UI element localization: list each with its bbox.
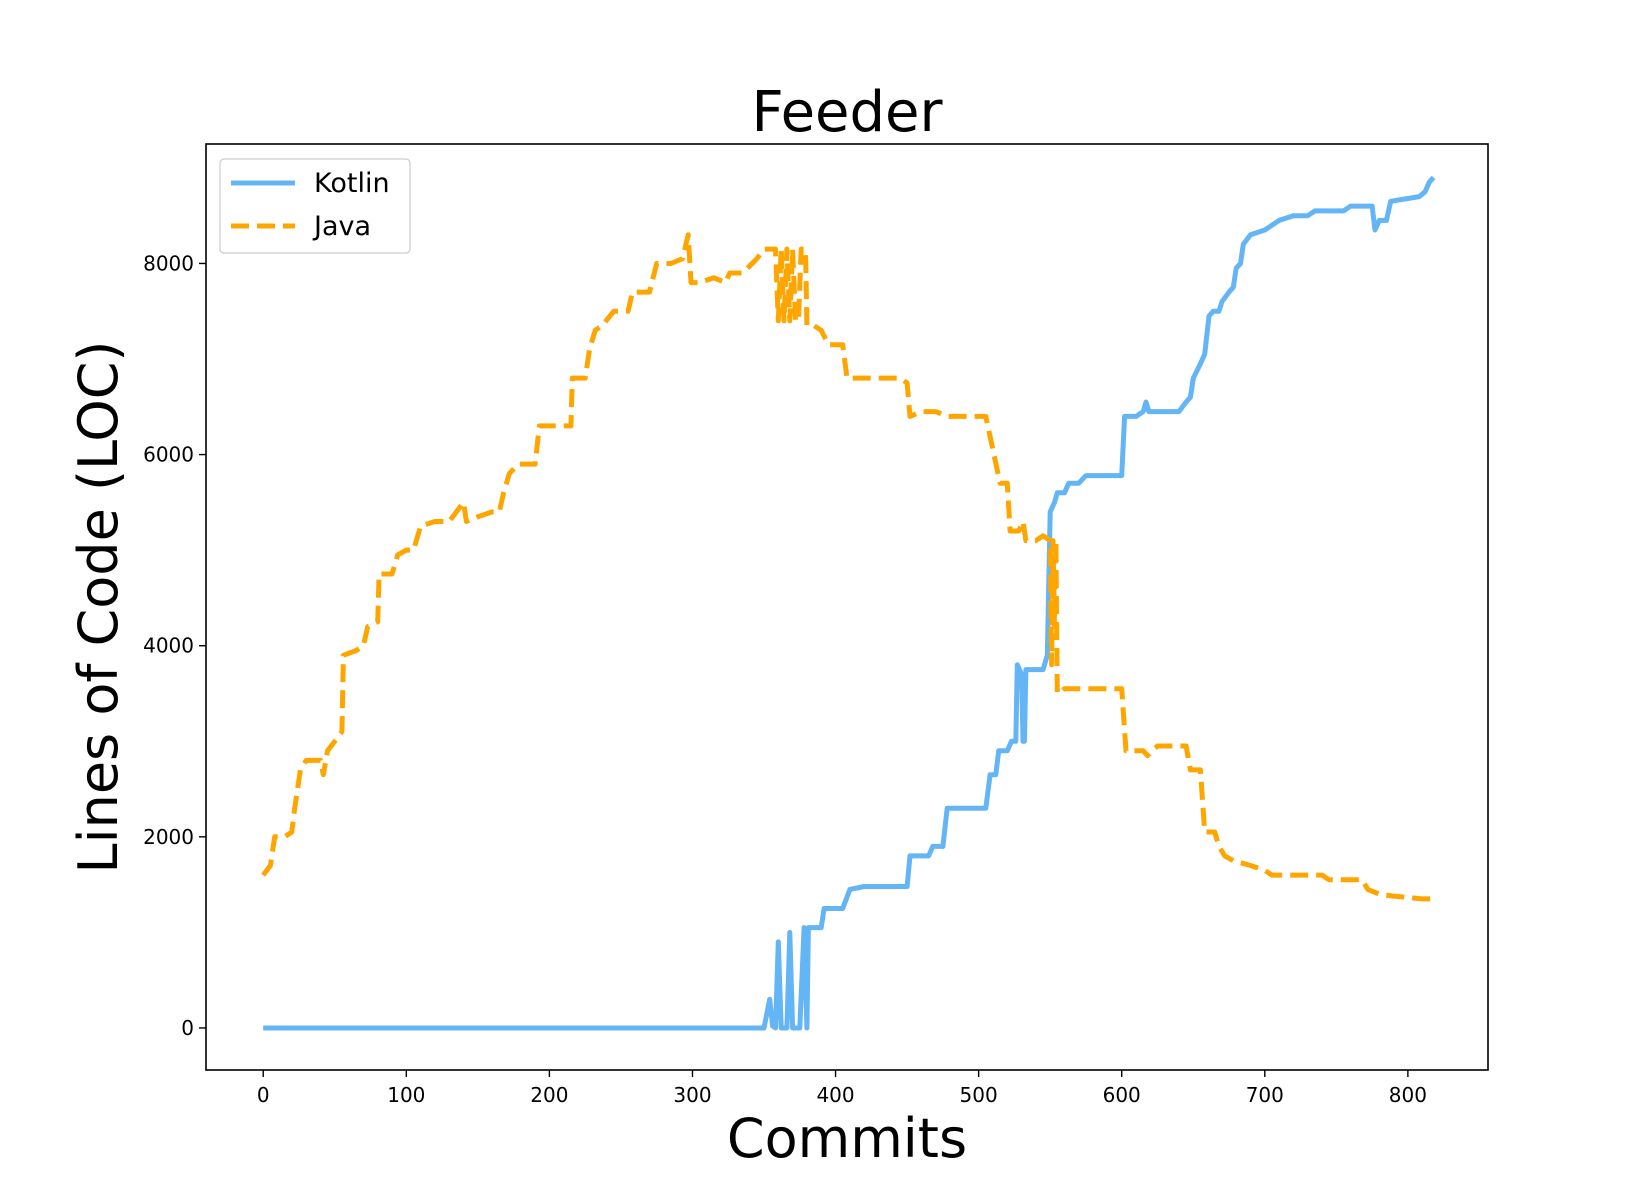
chart-title: Feeder (751, 80, 943, 145)
plot-frame (205, 143, 1489, 1071)
plot-lines (261, 175, 1436, 1031)
series-line-java (261, 232, 1431, 902)
y-axis-ticks: 0 2000 4000 6000 8000 (143, 251, 206, 1040)
x-tick-label: 100 (387, 1083, 425, 1107)
y-tick-label: 6000 (143, 443, 194, 467)
x-axis-ticks: 0 100 200 300 400 500 600 700 800 (257, 1070, 1427, 1107)
legend: Kotlin Java (219, 158, 411, 254)
x-tick-label: 500 (960, 1083, 998, 1107)
y-axis-label: Lines of Code (LOC) (67, 341, 130, 874)
x-tick-label: 0 (257, 1083, 270, 1107)
series-line-kotlin (263, 175, 1436, 1031)
x-tick-label: 800 (1389, 1083, 1427, 1107)
legend-java-label: Java (312, 211, 371, 242)
x-tick-label: 700 (1246, 1083, 1284, 1107)
x-tick-label: 400 (816, 1083, 854, 1107)
y-tick-label: 8000 (143, 251, 194, 275)
x-tick-label: 200 (530, 1083, 568, 1107)
x-tick-label: 600 (1103, 1083, 1141, 1107)
legend-kotlin-label: Kotlin (314, 168, 390, 199)
y-tick-label: 4000 (143, 634, 194, 658)
x-tick-label: 300 (673, 1083, 711, 1107)
x-axis-label: Commits (727, 1107, 967, 1170)
y-tick-label: 2000 (143, 825, 194, 849)
y-tick-label: 0 (181, 1016, 194, 1040)
